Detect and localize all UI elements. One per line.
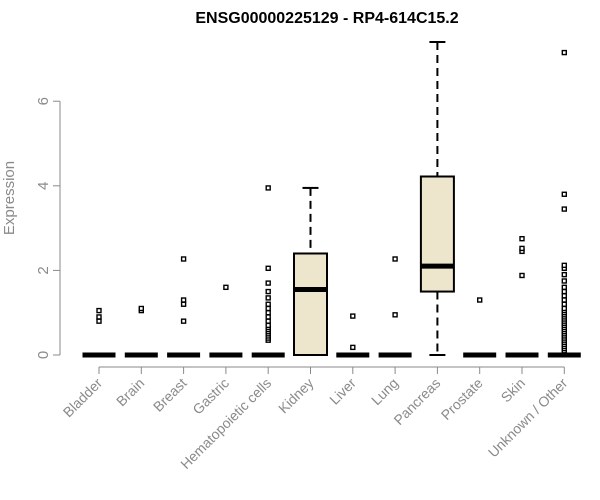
x-tick-label: Bladder xyxy=(60,375,106,421)
outlier-point xyxy=(265,295,271,301)
y-tick-label: 6 xyxy=(35,97,52,105)
x-tick-label: Liver xyxy=(326,375,359,408)
outlier-point xyxy=(561,293,567,299)
outlier-point xyxy=(561,278,567,284)
x-tick-label: Kidney xyxy=(275,375,317,417)
x-tick-label: Unknown / Other xyxy=(485,375,571,461)
box-group xyxy=(167,256,201,358)
outlier-point xyxy=(392,256,398,262)
x-tick-label: Brain xyxy=(113,375,147,409)
outlier-point xyxy=(350,344,356,351)
x-tick-label: Breast xyxy=(150,375,190,415)
box-group xyxy=(419,41,455,356)
outlier-point xyxy=(561,271,567,278)
box-group xyxy=(251,185,285,358)
outlier-point xyxy=(265,305,271,312)
outlier-point xyxy=(350,313,356,319)
y-axis: 0 2 4 6 xyxy=(35,97,61,359)
outlier-point xyxy=(561,191,567,197)
box-group xyxy=(463,297,497,358)
box-group xyxy=(82,307,116,358)
x-tick-label: Pancreas xyxy=(390,375,443,428)
x-tick-label: Skin xyxy=(498,375,529,406)
outlier-point xyxy=(96,307,102,314)
outlier-point xyxy=(223,284,229,291)
box-group xyxy=(505,235,539,358)
outlier-point xyxy=(265,318,271,324)
outlier-point xyxy=(180,256,187,262)
box-series xyxy=(82,41,581,358)
outlier-point xyxy=(561,49,567,56)
outlier-point xyxy=(477,297,483,303)
box-rect xyxy=(293,252,328,356)
outlier-point xyxy=(265,265,271,271)
outlier-point xyxy=(180,318,187,324)
outlier-point xyxy=(519,272,525,279)
box-group xyxy=(336,313,370,358)
box-rect xyxy=(419,175,455,293)
y-tick-label: 4 xyxy=(35,182,52,190)
y-axis-label: Expression xyxy=(1,161,18,235)
outlier-point xyxy=(180,301,187,307)
outlier-point xyxy=(265,301,271,307)
outlier-point xyxy=(265,280,271,286)
box-group xyxy=(378,256,412,358)
box-group xyxy=(124,305,158,358)
outlier-point xyxy=(561,305,567,312)
x-tick-label: Prostate xyxy=(438,375,486,423)
box-group xyxy=(547,49,581,358)
outlier-point xyxy=(519,245,525,252)
box-group xyxy=(209,284,243,358)
outlier-point xyxy=(561,262,567,269)
outlier-point xyxy=(138,305,145,312)
outlier-point xyxy=(265,322,271,329)
outlier-point xyxy=(96,314,102,320)
outlier-point xyxy=(561,297,567,303)
y-tick-label: 2 xyxy=(35,266,52,274)
outlier-point xyxy=(561,284,567,291)
outlier-point xyxy=(519,235,525,242)
y-tick-label: 0 xyxy=(35,351,52,359)
outlier-point xyxy=(392,312,398,318)
x-tick-label: Lung xyxy=(368,375,401,408)
outlier-point xyxy=(265,288,271,295)
outlier-point xyxy=(180,297,187,303)
outlier-point xyxy=(561,301,567,307)
outlier-point xyxy=(96,318,102,324)
outlier-point xyxy=(561,288,567,295)
outlier-point xyxy=(265,314,271,320)
outlier-point xyxy=(265,310,271,316)
chart-title: ENSG00000225129 - RP4-614C15.2 xyxy=(195,10,458,27)
box-group xyxy=(293,186,328,356)
outlier-point xyxy=(265,185,271,191)
outlier-point xyxy=(561,206,567,212)
